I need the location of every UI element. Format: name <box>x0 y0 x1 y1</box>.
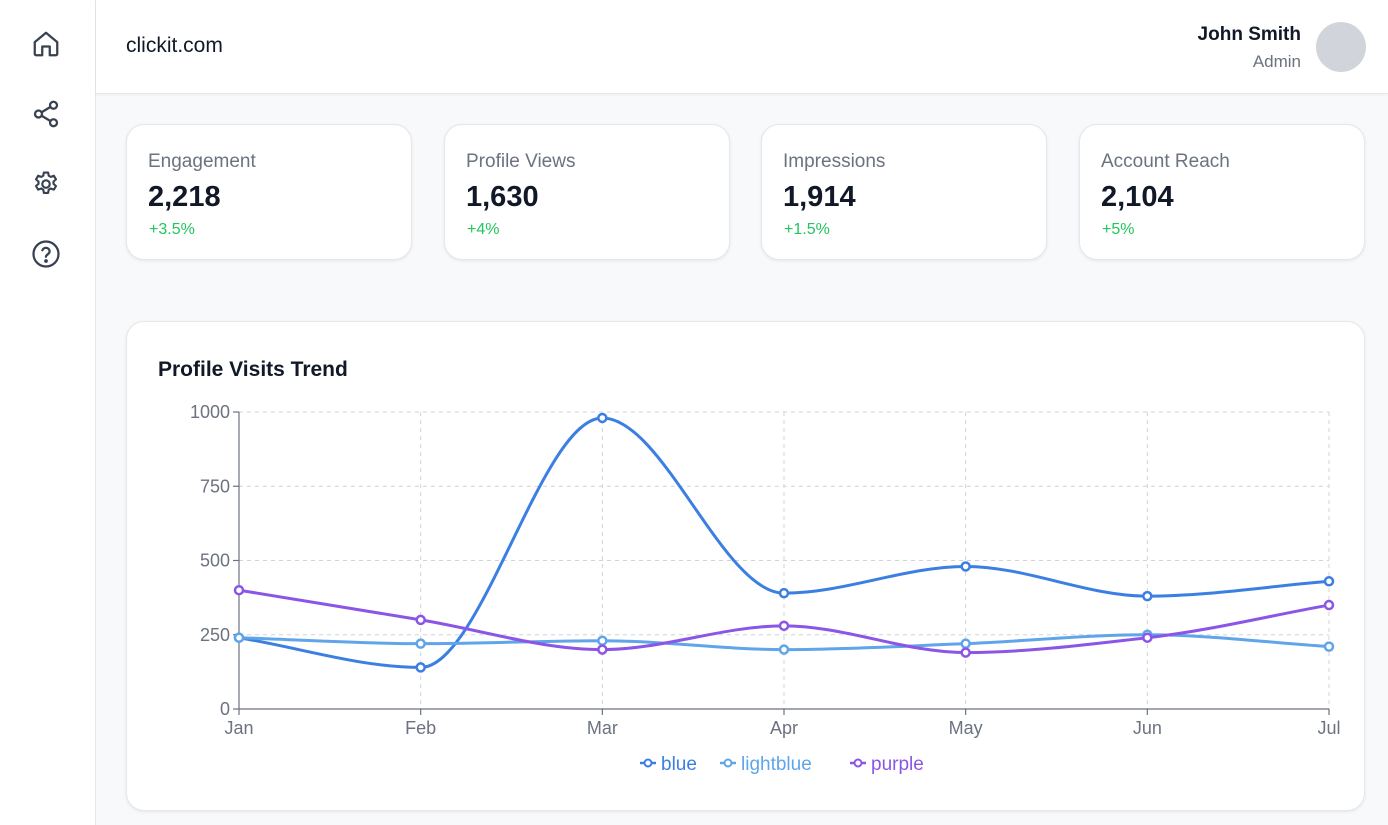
stat-card-engagement: Engagement 2,218 +3.5% <box>126 124 412 260</box>
y-tick-label: 1000 <box>190 402 230 422</box>
data-point-blue <box>960 561 971 572</box>
sidebar <box>0 0 96 825</box>
data-point-lightblue <box>1323 641 1335 652</box>
x-tick-label: Jul <box>1317 718 1340 738</box>
header: clickit.com John Smith Admin <box>96 0 1388 94</box>
data-point-blue <box>1142 590 1153 602</box>
x-tick-label: Jan <box>224 718 253 738</box>
user-name: John Smith <box>1197 24 1301 45</box>
legend-label: purple <box>871 754 924 775</box>
stat-value: 1,630 <box>466 181 539 213</box>
gear-icon[interactable] <box>30 168 62 200</box>
data-point-lightblue <box>415 638 426 649</box>
stat-card-account-reach: Account Reach 2,104 +5% <box>1079 124 1365 260</box>
data-point-purple <box>1142 632 1153 643</box>
data-point-lightblue <box>960 638 971 649</box>
data-point-purple <box>778 620 790 632</box>
legend-marker-dot <box>853 758 863 768</box>
x-tick-label: Apr <box>770 718 798 738</box>
data-point-lightblue <box>597 635 608 646</box>
x-tick-label: May <box>949 718 983 738</box>
data-point-purple <box>415 614 426 626</box>
stat-value: 2,104 <box>1101 181 1174 213</box>
legend-marker-dot <box>643 758 653 768</box>
home-icon[interactable] <box>30 28 62 60</box>
stat-label: Profile Views <box>466 151 576 172</box>
y-tick-label: 500 <box>200 551 230 571</box>
data-point-blue <box>1323 576 1335 587</box>
data-point-purple <box>597 644 608 655</box>
stat-card-impressions: Impressions 1,914 +1.5% <box>761 124 1047 260</box>
legend-marker-dot <box>723 758 733 768</box>
stat-change: +5% <box>1102 221 1135 238</box>
stat-change: +1.5% <box>784 221 830 238</box>
avatar[interactable] <box>1316 22 1366 72</box>
stat-label: Engagement <box>148 151 256 172</box>
brand-logo[interactable]: clickit.com <box>126 34 223 57</box>
line-chart: 0 250 500 750 1000 Jan Feb Mar Apr May Jun Jul blue l… <box>190 402 1341 775</box>
data-point-blue <box>597 412 608 424</box>
data-point-purple <box>1323 599 1335 611</box>
data-point-blue <box>778 587 790 599</box>
x-tick-label: Jun <box>1133 718 1162 738</box>
data-point-blue <box>415 662 426 673</box>
x-tick-label: Mar <box>587 718 618 738</box>
stat-value: 2,218 <box>148 181 221 213</box>
series-line-blue <box>238 416 1330 669</box>
user-role: Admin <box>1252 52 1301 71</box>
y-tick-label: 750 <box>200 476 230 496</box>
stat-card-profile-views: Profile Views 1,630 +4% <box>444 124 730 260</box>
x-tick-label: Feb <box>405 718 436 738</box>
chart-title: Profile Visits Trend <box>158 358 348 381</box>
stat-change: +3.5% <box>149 221 195 238</box>
help-icon[interactable] <box>30 238 62 270</box>
chart-card: Profile Visits Trend 0 250 500 750 1000 Jan Fe… <box>126 321 1365 811</box>
y-tick-label: 250 <box>200 625 230 645</box>
legend-label: lightblue <box>741 754 812 775</box>
data-point-lightblue <box>778 644 790 655</box>
share-icon[interactable] <box>30 98 62 130</box>
data-point-lightblue <box>233 632 245 643</box>
stat-label: Impressions <box>783 151 886 172</box>
y-tick-label: 0 <box>220 699 230 719</box>
data-point-purple <box>233 584 245 596</box>
stat-value: 1,914 <box>783 181 856 213</box>
legend-label: blue <box>661 754 697 775</box>
data-point-purple <box>960 647 971 658</box>
stat-label: Account Reach <box>1101 151 1230 172</box>
stat-change: +4% <box>467 221 500 238</box>
